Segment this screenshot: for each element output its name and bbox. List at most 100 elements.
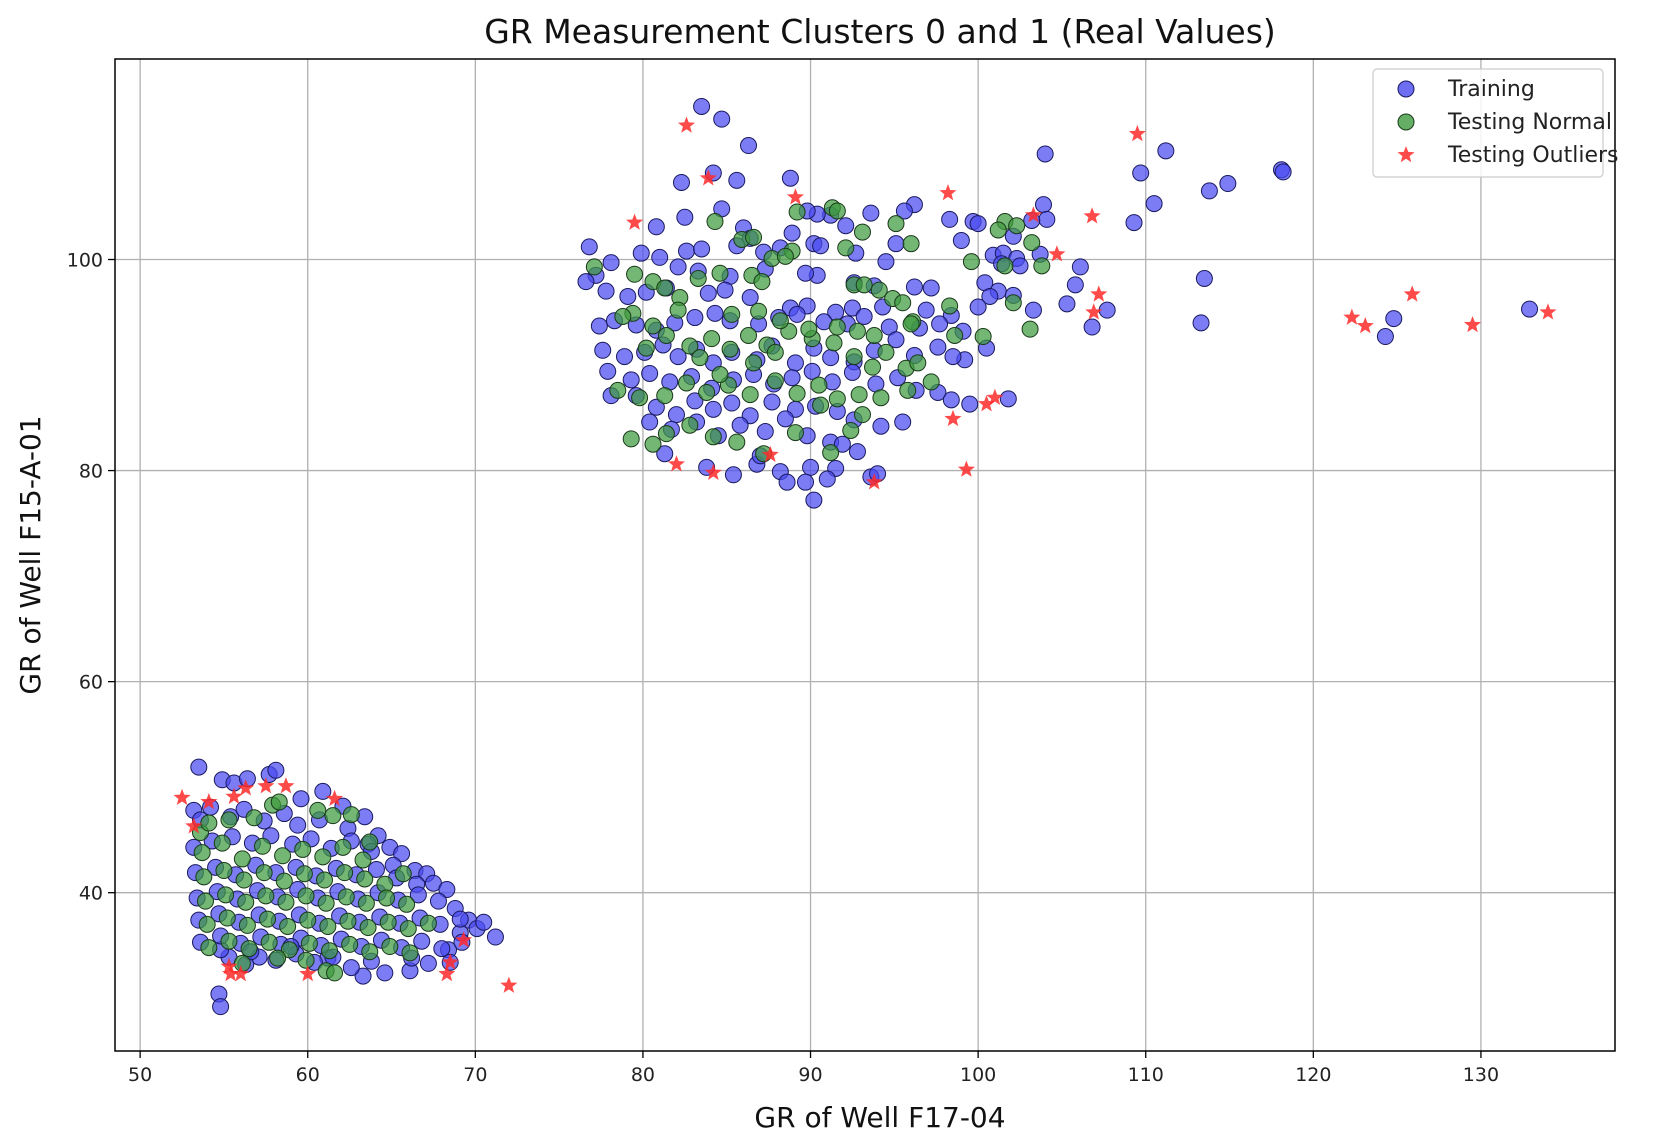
testing-normal-point: [361, 833, 379, 851]
testing-normal-point: [828, 202, 846, 220]
training-point: [929, 338, 947, 356]
testing-normal-point: [197, 892, 215, 910]
training-point: [894, 413, 912, 431]
testing-normal-point: [1004, 294, 1022, 312]
training-point: [577, 273, 595, 291]
testing-normal-point: [740, 326, 758, 344]
training-point: [693, 240, 711, 258]
testing-normal-point: [711, 264, 729, 282]
testing-normal-point: [704, 428, 722, 446]
testing-normal-point: [706, 213, 724, 231]
training-point: [731, 416, 749, 434]
testing-normal-point: [280, 941, 298, 959]
x-tick-label: 60: [296, 1064, 320, 1086]
testing-normal-point: [626, 265, 644, 283]
testing-outlier-point: [1356, 317, 1374, 334]
training-point: [367, 860, 385, 878]
y-tick-label: 60: [79, 672, 103, 694]
training-point: [669, 348, 687, 366]
training-point: [1038, 210, 1056, 228]
testing-outlier-point: [704, 463, 722, 480]
testing-normal-point: [314, 848, 332, 866]
testing-normal-point: [270, 793, 288, 811]
testing-normal-point: [235, 871, 253, 889]
testing-normal-point: [902, 315, 920, 333]
testing-normal-point: [317, 894, 335, 912]
testing-normal-point: [341, 935, 359, 953]
testing-normal-point: [721, 340, 739, 358]
testing-normal-point: [788, 203, 806, 221]
x-tick-label: 50: [128, 1064, 152, 1086]
testing-normal-point: [359, 919, 377, 937]
testing-normal-point: [825, 334, 843, 352]
training-point: [1192, 314, 1210, 332]
testing-normal-point: [812, 396, 830, 414]
testing-outlier-point: [222, 964, 240, 982]
testing-normal-point: [297, 887, 315, 905]
testing-normal-point: [269, 949, 287, 967]
training-point: [672, 173, 690, 191]
training-point: [342, 959, 360, 977]
testing-normal-point: [614, 307, 632, 325]
testing-normal-point: [753, 273, 771, 291]
training-point: [756, 423, 774, 441]
testing-normal-point: [669, 301, 687, 319]
training-point: [667, 406, 685, 424]
training-point: [676, 208, 694, 226]
testing-normal-point: [326, 964, 344, 982]
testing-outlier-point: [625, 213, 644, 230]
testing-normal-point: [853, 406, 871, 424]
testing-normal-point: [941, 297, 959, 315]
training-point: [812, 237, 830, 255]
testing-normal-point: [887, 215, 905, 233]
testing-outlier-point: [699, 169, 717, 186]
training-point: [641, 364, 659, 382]
training-point: [314, 782, 332, 800]
training-point: [905, 278, 923, 296]
testing-normal-point: [631, 389, 649, 407]
testing-normal-point: [200, 939, 218, 957]
testing-normal-point: [899, 381, 917, 399]
y-axis-title: GR of Well F15-A-01: [14, 415, 47, 694]
testing-normal-point: [378, 889, 396, 907]
testing-normal-point: [877, 343, 895, 361]
testing-normal-point: [300, 934, 318, 952]
training-point: [632, 244, 650, 262]
training-point: [724, 466, 742, 484]
x-tick-label: 70: [463, 1064, 487, 1086]
training-point: [647, 398, 665, 416]
training-point: [354, 967, 372, 985]
testing-normal-point: [295, 865, 313, 883]
training-point: [699, 284, 717, 302]
testing-normal-point: [788, 385, 806, 403]
y-tick-label: 80: [79, 461, 103, 483]
training-point: [783, 369, 801, 387]
testing-normal-point: [321, 942, 339, 960]
training-point: [843, 363, 861, 381]
testing-outlier-point: [1463, 315, 1482, 333]
x-tick-label: 120: [1295, 1064, 1331, 1086]
training-point: [622, 371, 640, 389]
testing-outlier-point: [438, 964, 456, 982]
testing-normal-point: [845, 348, 863, 366]
training-point: [438, 881, 456, 899]
testing-normal-point: [279, 917, 297, 935]
legend-testing-normal-label: Testing Normal: [1447, 110, 1612, 135]
training-point: [981, 287, 999, 305]
training-point: [1132, 164, 1150, 182]
testing-normal-point: [337, 888, 355, 906]
x-tick-label: 90: [798, 1064, 822, 1086]
testing-outlier-point: [1128, 124, 1146, 142]
training-point: [267, 761, 285, 779]
training-point: [486, 928, 504, 946]
testing-outlier-point: [220, 957, 238, 974]
testing-normal-point: [902, 235, 920, 253]
testing-normal-point: [946, 326, 964, 344]
testing-normal-point: [996, 257, 1014, 275]
testing-normal-point: [399, 920, 417, 938]
legend-testing-outliers-marker: [1397, 146, 1415, 163]
x-tick-label: 80: [631, 1064, 655, 1086]
testing-normal-point: [379, 913, 397, 931]
testing-normal-point: [681, 416, 699, 434]
